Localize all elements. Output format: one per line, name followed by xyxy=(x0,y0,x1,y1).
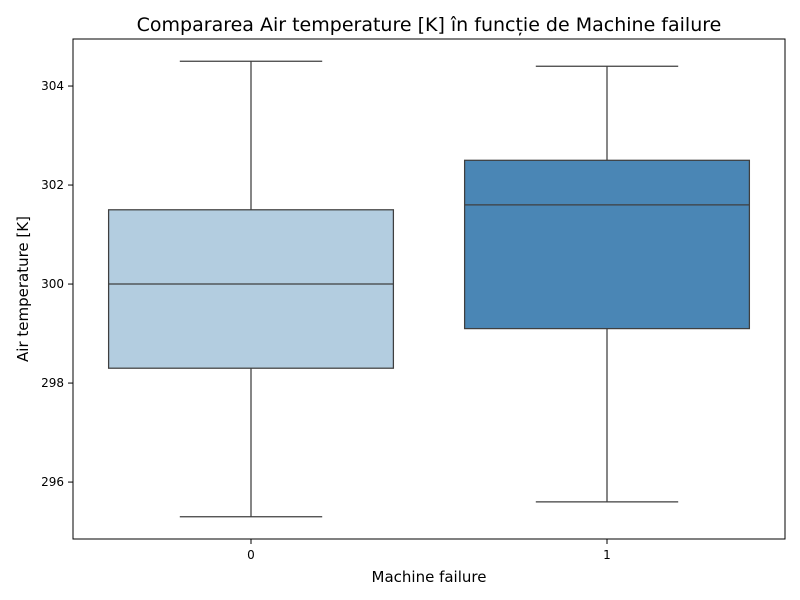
y-tick-label: 298 xyxy=(41,376,64,390)
y-tick-label: 296 xyxy=(41,475,64,489)
x-tick-label: 1 xyxy=(603,548,611,562)
x-axis-label: Machine failure xyxy=(372,568,487,586)
y-axis-label: Air temperature [K] xyxy=(14,216,32,362)
axes-frame xyxy=(72,38,786,540)
box-0 xyxy=(107,209,395,369)
x-tick-label: 0 xyxy=(247,548,255,562)
plot-area: 296 298 300 302 304 0 1 xyxy=(41,38,786,562)
y-tick-label: 300 xyxy=(41,277,64,291)
chart-title: Compararea Air temperature [K] în funcți… xyxy=(137,14,722,36)
y-tick-label: 302 xyxy=(41,178,64,192)
y-tick-label: 304 xyxy=(41,79,64,93)
box-1 xyxy=(463,159,751,330)
